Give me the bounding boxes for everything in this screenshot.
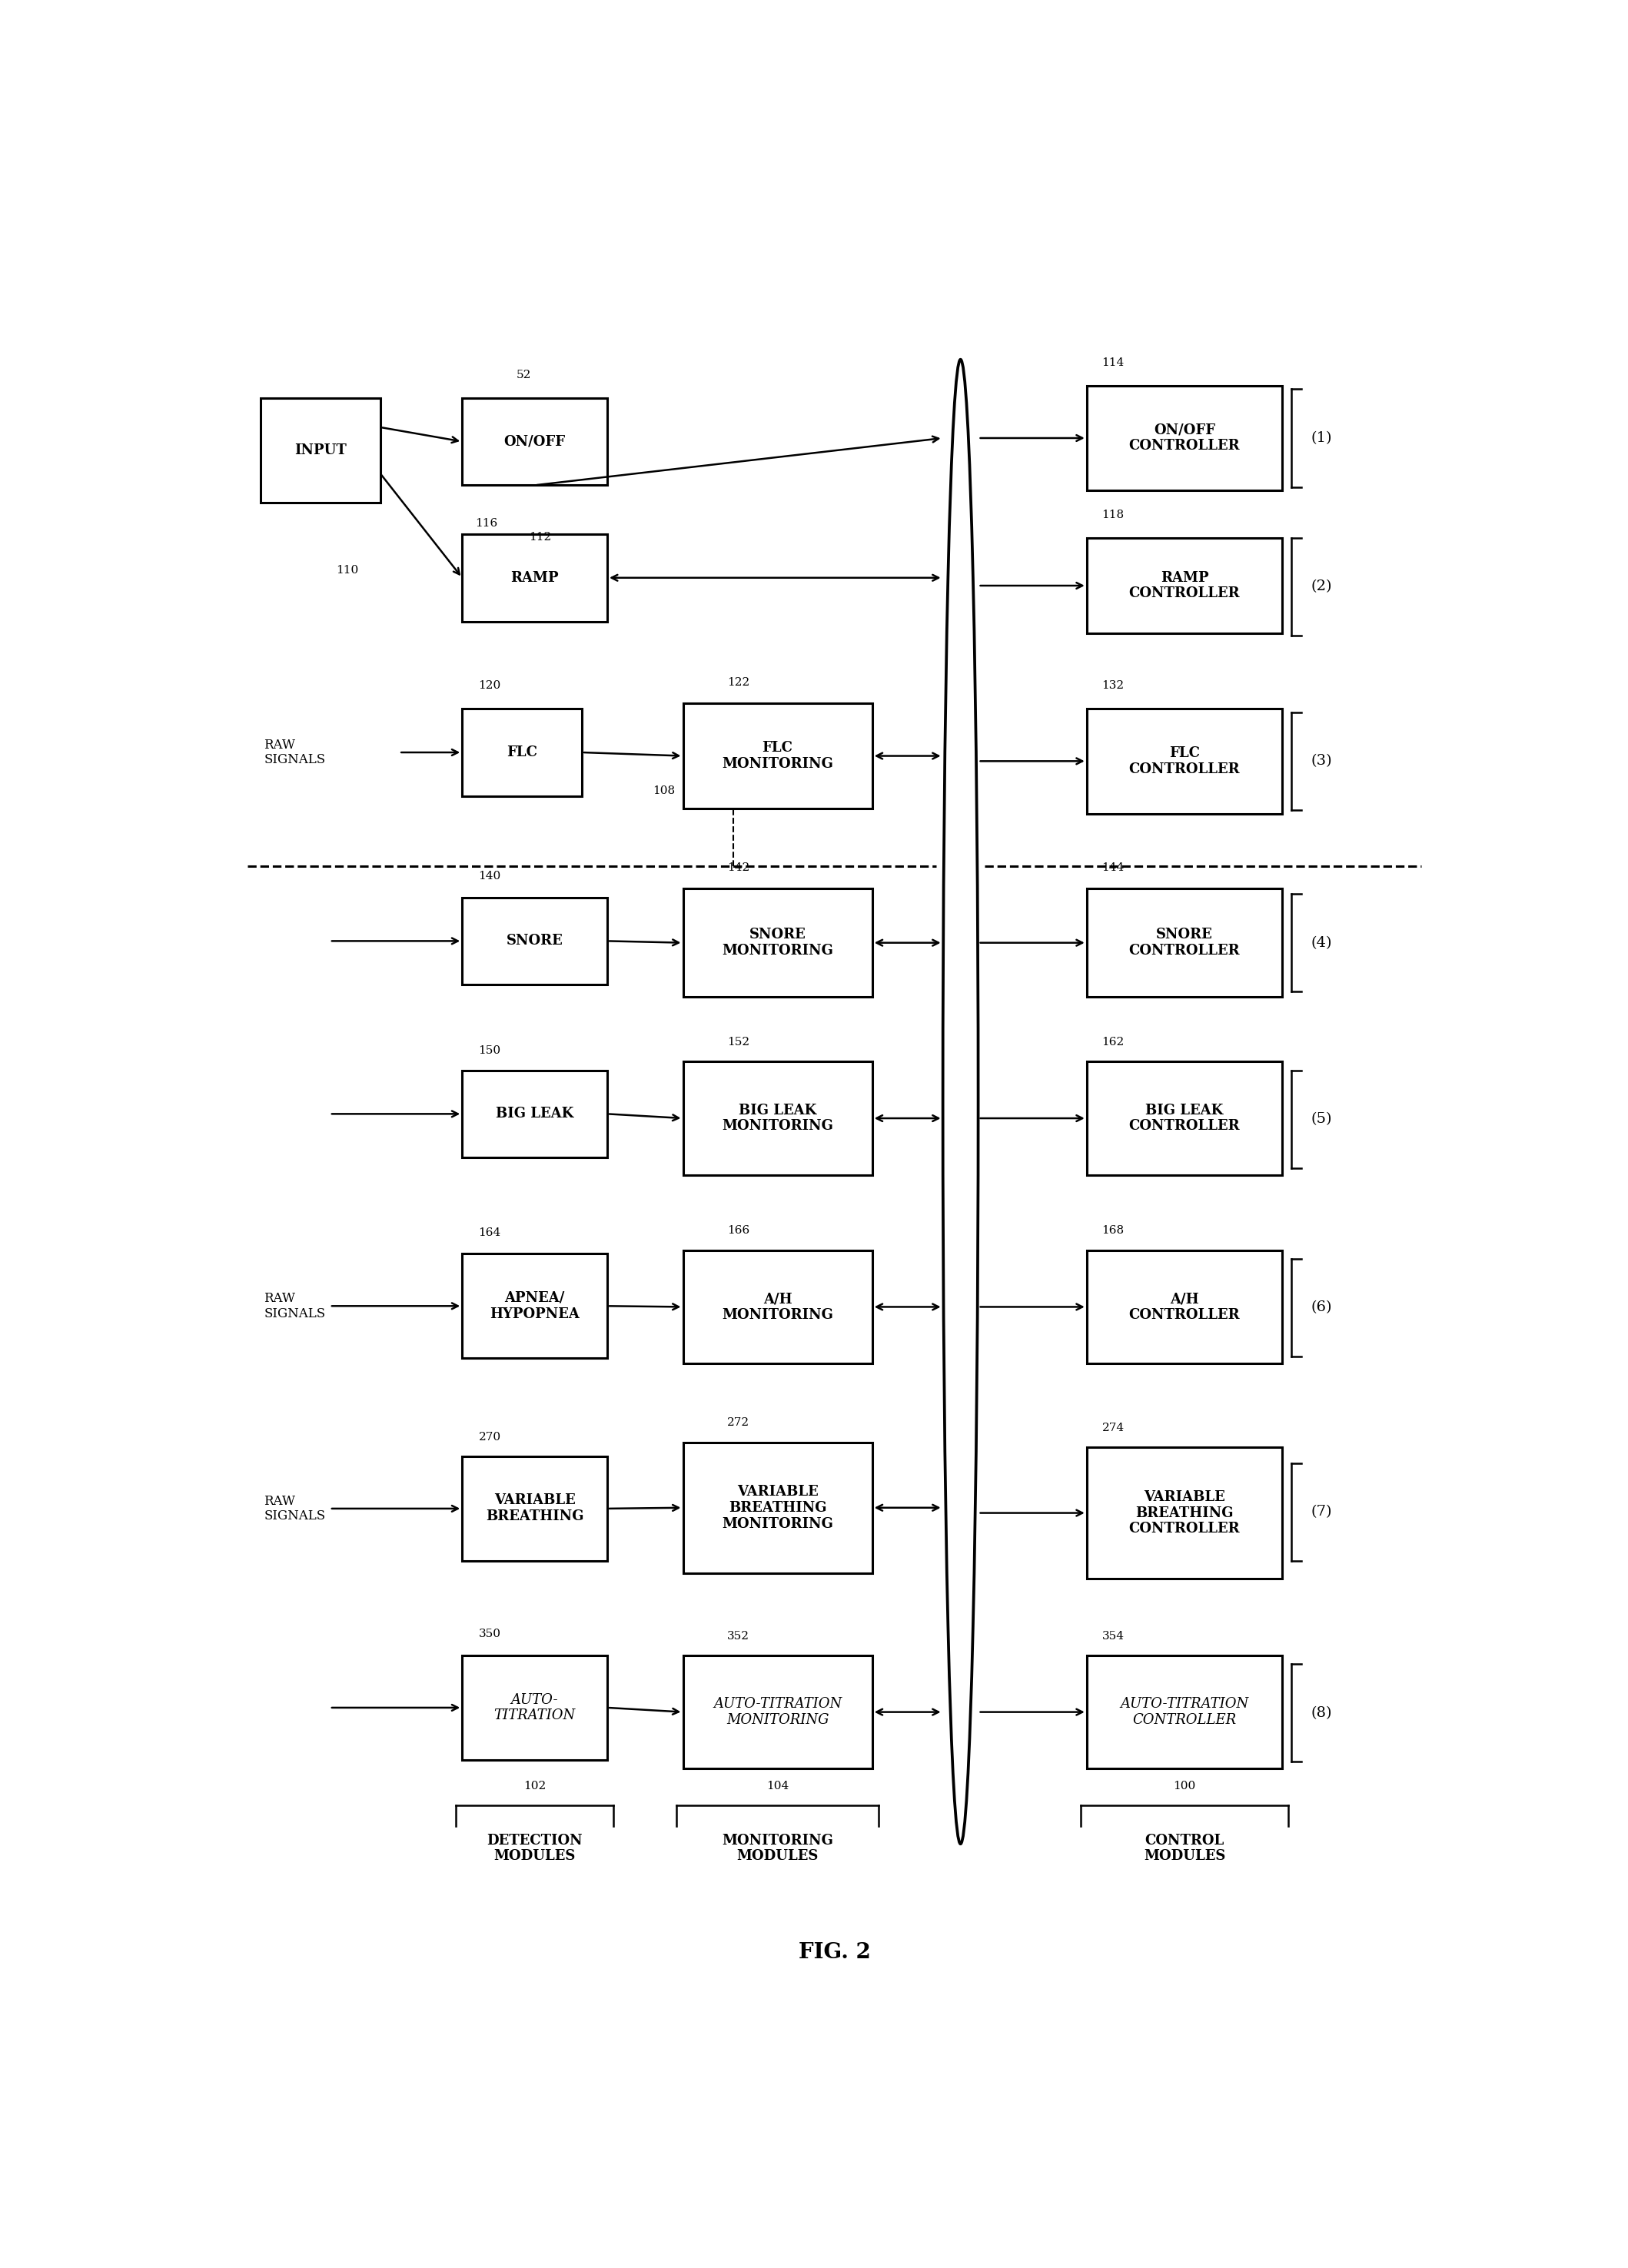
- Text: FIG. 2: FIG. 2: [798, 1941, 871, 1962]
- Text: 52: 52: [516, 370, 531, 381]
- Text: (7): (7): [1311, 1506, 1332, 1520]
- Text: AUTO-TITRATION
CONTROLLER: AUTO-TITRATION CONTROLLER: [1120, 1696, 1249, 1726]
- FancyBboxPatch shape: [684, 889, 873, 998]
- Text: 352: 352: [728, 1631, 749, 1642]
- Text: 152: 152: [728, 1036, 749, 1048]
- Text: RAW
SIGNALS: RAW SIGNALS: [264, 1495, 326, 1522]
- FancyBboxPatch shape: [1088, 386, 1283, 490]
- FancyBboxPatch shape: [1088, 1447, 1283, 1579]
- Text: SNORE
CONTROLLER: SNORE CONTROLLER: [1128, 928, 1241, 957]
- Text: ON/OFF: ON/OFF: [505, 435, 565, 449]
- Text: RAMP: RAMP: [511, 572, 558, 585]
- Text: 100: 100: [1174, 1780, 1195, 1792]
- Text: 144: 144: [1102, 862, 1125, 873]
- Text: 104: 104: [767, 1780, 790, 1792]
- FancyBboxPatch shape: [462, 1070, 607, 1157]
- Text: 350: 350: [479, 1628, 501, 1640]
- FancyBboxPatch shape: [684, 1250, 873, 1363]
- FancyBboxPatch shape: [462, 1456, 607, 1560]
- Text: RAW
SIGNALS: RAW SIGNALS: [264, 1293, 326, 1320]
- Text: (1): (1): [1311, 431, 1332, 445]
- Text: 132: 132: [1102, 680, 1125, 692]
- FancyBboxPatch shape: [1088, 538, 1283, 633]
- Text: APNEA/
HYPOPNEA: APNEA/ HYPOPNEA: [490, 1290, 580, 1320]
- FancyBboxPatch shape: [462, 1254, 607, 1359]
- Text: FLC
CONTROLLER: FLC CONTROLLER: [1128, 746, 1241, 776]
- Text: 122: 122: [728, 678, 749, 687]
- Text: (3): (3): [1311, 755, 1332, 769]
- Text: RAMP
CONTROLLER: RAMP CONTROLLER: [1128, 572, 1241, 601]
- Text: FLC: FLC: [506, 746, 537, 760]
- FancyBboxPatch shape: [462, 898, 607, 984]
- Text: 274: 274: [1102, 1422, 1125, 1433]
- Ellipse shape: [943, 361, 978, 1844]
- Text: AUTO-TITRATION
MONITORING: AUTO-TITRATION MONITORING: [713, 1696, 842, 1726]
- Text: (5): (5): [1311, 1111, 1332, 1125]
- Text: BIG LEAK
MONITORING: BIG LEAK MONITORING: [721, 1102, 834, 1134]
- Text: 140: 140: [479, 871, 501, 882]
- FancyBboxPatch shape: [684, 1442, 873, 1574]
- Text: INPUT: INPUT: [295, 442, 347, 458]
- Text: 110: 110: [335, 565, 358, 576]
- Text: 118: 118: [1102, 510, 1125, 519]
- Text: 142: 142: [728, 862, 749, 873]
- Text: AUTO-
TITRATION: AUTO- TITRATION: [493, 1692, 576, 1724]
- Text: 166: 166: [728, 1225, 749, 1236]
- Text: (6): (6): [1311, 1302, 1332, 1315]
- Text: 164: 164: [479, 1227, 501, 1238]
- Text: VARIABLE
BREATHING
CONTROLLER: VARIABLE BREATHING CONTROLLER: [1128, 1490, 1241, 1535]
- Text: (8): (8): [1311, 1706, 1332, 1719]
- FancyBboxPatch shape: [462, 708, 583, 796]
- Text: 150: 150: [479, 1046, 501, 1057]
- Text: SNORE: SNORE: [506, 934, 563, 948]
- Text: CONTROL
MODULES: CONTROL MODULES: [1143, 1833, 1226, 1864]
- FancyBboxPatch shape: [462, 397, 607, 485]
- Text: ON/OFF
CONTROLLER: ON/OFF CONTROLLER: [1128, 424, 1241, 454]
- FancyBboxPatch shape: [1088, 708, 1283, 814]
- Text: 120: 120: [479, 680, 501, 692]
- Text: BIG LEAK: BIG LEAK: [497, 1107, 573, 1120]
- FancyBboxPatch shape: [462, 533, 607, 621]
- Text: 108: 108: [653, 785, 676, 796]
- Text: FLC
MONITORING: FLC MONITORING: [721, 742, 834, 771]
- Text: BIG LEAK
CONTROLLER: BIG LEAK CONTROLLER: [1128, 1102, 1241, 1134]
- FancyBboxPatch shape: [1088, 1250, 1283, 1363]
- Text: (4): (4): [1311, 937, 1332, 950]
- Text: A/H
MONITORING: A/H MONITORING: [721, 1293, 834, 1322]
- Text: 162: 162: [1102, 1036, 1125, 1048]
- Text: 116: 116: [475, 517, 497, 528]
- Text: 112: 112: [529, 533, 552, 542]
- Text: A/H
CONTROLLER: A/H CONTROLLER: [1128, 1293, 1241, 1322]
- Text: DETECTION
MODULES: DETECTION MODULES: [487, 1833, 583, 1864]
- FancyBboxPatch shape: [462, 1656, 607, 1760]
- Text: 270: 270: [479, 1431, 501, 1442]
- FancyBboxPatch shape: [1088, 1061, 1283, 1175]
- Text: 102: 102: [524, 1780, 545, 1792]
- FancyBboxPatch shape: [260, 397, 381, 503]
- FancyBboxPatch shape: [1088, 889, 1283, 998]
- FancyBboxPatch shape: [684, 1061, 873, 1175]
- FancyBboxPatch shape: [684, 1656, 873, 1769]
- Text: RAW
SIGNALS: RAW SIGNALS: [264, 739, 326, 767]
- FancyBboxPatch shape: [1088, 1656, 1283, 1769]
- Text: VARIABLE
BREATHING: VARIABLE BREATHING: [485, 1495, 584, 1524]
- Text: 354: 354: [1102, 1631, 1123, 1642]
- Text: 168: 168: [1102, 1225, 1125, 1236]
- Text: VARIABLE
BREATHING
MONITORING: VARIABLE BREATHING MONITORING: [721, 1486, 834, 1531]
- Text: 114: 114: [1102, 358, 1125, 367]
- Text: SNORE
MONITORING: SNORE MONITORING: [721, 928, 834, 957]
- Text: (2): (2): [1311, 581, 1332, 594]
- Text: 272: 272: [728, 1418, 749, 1429]
- FancyBboxPatch shape: [684, 703, 873, 807]
- Text: MONITORING
MODULES: MONITORING MODULES: [721, 1833, 834, 1864]
- Text: 106: 106: [941, 1100, 962, 1111]
